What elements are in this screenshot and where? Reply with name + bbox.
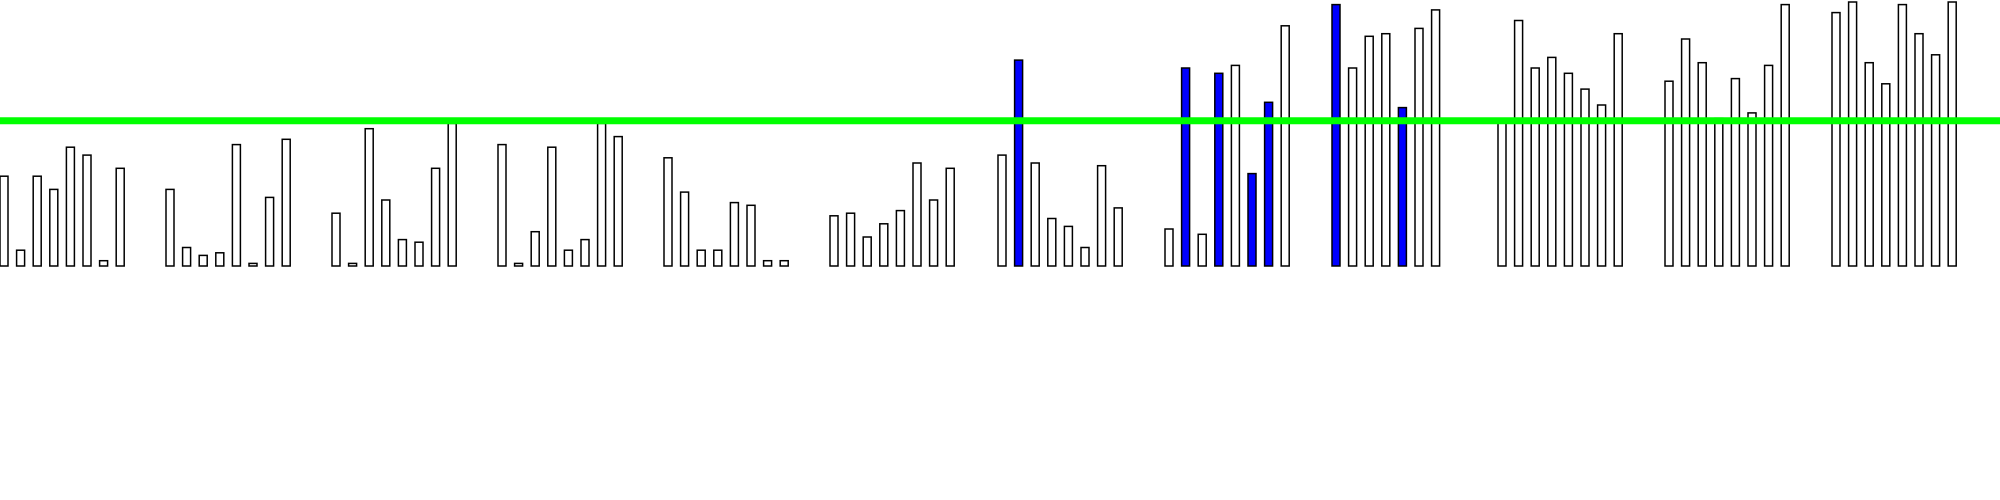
bar: [1497, 120, 1507, 267]
bar: [49, 188, 59, 267]
bar: [1747, 112, 1757, 267]
bar: [1613, 32, 1623, 267]
bar: [845, 212, 856, 267]
bar: [679, 191, 690, 267]
bar: [1680, 38, 1691, 267]
highlighted-bar: [1247, 172, 1257, 267]
bar: [215, 252, 225, 267]
bar: [713, 249, 723, 267]
bar: [1164, 228, 1174, 267]
bar: [1547, 56, 1557, 267]
bar: [945, 167, 955, 267]
bar: [779, 259, 789, 267]
bar: [696, 249, 706, 267]
bar: [1381, 32, 1391, 267]
bar: [1881, 83, 1891, 267]
highlighted-bar: [1397, 106, 1408, 267]
bar: [198, 254, 208, 267]
bar: [447, 122, 457, 267]
bar: [762, 259, 773, 267]
bar: [347, 262, 358, 267]
bar: [829, 215, 839, 267]
bar: [397, 238, 408, 267]
bar: [0, 175, 9, 267]
bar: [231, 143, 242, 267]
bar: [1513, 19, 1524, 267]
bar: [1347, 67, 1358, 267]
highlighted-bar: [1013, 59, 1024, 267]
bar: [1714, 117, 1724, 267]
bar: [862, 236, 872, 267]
bar: [1864, 61, 1874, 267]
bar: [15, 249, 26, 267]
bar: [364, 127, 374, 267]
bar: [1847, 1, 1858, 267]
bar: [1763, 64, 1774, 267]
highlighted-bar: [1263, 101, 1274, 267]
bar: [1197, 233, 1207, 267]
highlighted-bar: [1180, 67, 1191, 267]
bar: [746, 204, 756, 267]
bar: [1364, 35, 1374, 267]
bar: [663, 157, 673, 267]
bar: [1280, 25, 1290, 267]
bar: [98, 259, 109, 267]
bar: [729, 201, 740, 267]
bar: [248, 262, 258, 267]
bar: [928, 199, 939, 267]
bar: [165, 188, 175, 267]
bar: [997, 154, 1007, 267]
bar: [580, 238, 590, 267]
bar: [1530, 67, 1540, 267]
bar: [895, 209, 906, 267]
bar: [1947, 1, 1957, 267]
bar: [613, 135, 623, 267]
bar: [1430, 9, 1441, 267]
bar: [181, 246, 192, 267]
bar: [1414, 27, 1424, 267]
bar: [1930, 54, 1941, 267]
bar: [414, 241, 424, 267]
bar: [513, 262, 524, 267]
bar: [381, 199, 391, 267]
bar: [1563, 72, 1574, 267]
bar: [563, 249, 574, 267]
bar: [82, 154, 92, 267]
bar-series: [0, 1, 1957, 267]
bar: [331, 212, 341, 267]
bar: [430, 167, 441, 267]
bar: [1113, 207, 1123, 267]
highlighted-bar: [1331, 3, 1341, 267]
bar: [497, 143, 507, 267]
highlighted-bar: [1214, 72, 1224, 267]
bar: [1697, 61, 1707, 267]
bar: [264, 196, 275, 267]
bar: [1230, 64, 1241, 267]
bar: [115, 167, 125, 267]
bar: [912, 162, 922, 267]
bar: [281, 138, 291, 267]
bar: [1063, 225, 1074, 267]
bar: [530, 230, 540, 267]
bar: [1831, 11, 1841, 267]
bar: [1096, 164, 1107, 267]
bar: [1664, 80, 1674, 267]
bar: [1780, 3, 1790, 267]
bar: [1580, 88, 1590, 267]
bar: [1080, 246, 1090, 267]
bar: [879, 223, 889, 267]
bar: [1897, 3, 1908, 267]
bar: [1596, 104, 1607, 267]
bar: [32, 175, 42, 267]
bar: [1914, 32, 1924, 267]
bar: [596, 122, 607, 267]
bar: [1730, 77, 1741, 267]
bar: [65, 146, 76, 267]
bar: [1047, 217, 1057, 267]
bar: [1030, 162, 1040, 267]
bar: [547, 146, 557, 267]
